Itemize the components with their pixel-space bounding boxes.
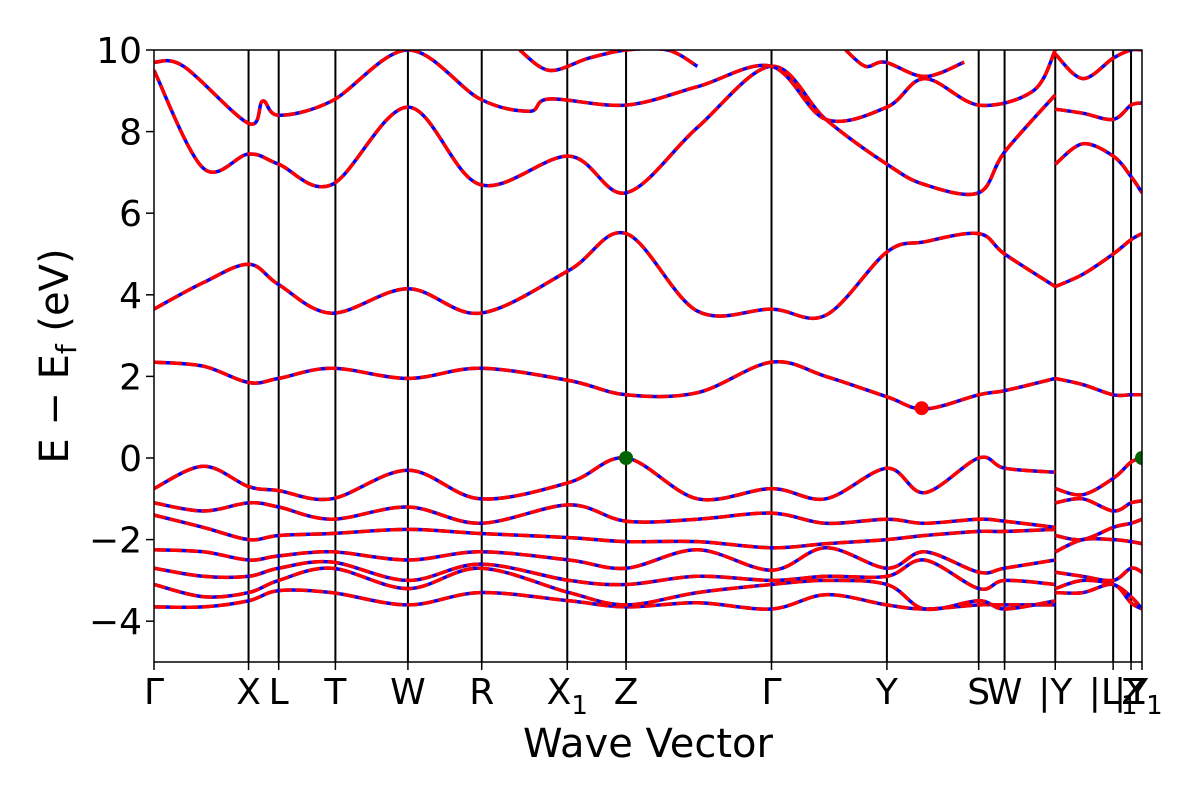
band-23-dashed	[518, 50, 699, 73]
y-axis-ticks: −4 −2 0 2 4 6 8 10	[89, 31, 154, 643]
kpoint-label: X	[236, 672, 261, 713]
kpoint-label: |Y	[1038, 672, 1073, 713]
bands-layer	[154, 50, 1142, 612]
kpoint-label: L	[269, 672, 289, 713]
extrema-markers	[619, 401, 1142, 465]
axes-frame	[153, 49, 1143, 663]
band-2-dashed	[154, 558, 1056, 591]
x-axis-label: Wave Vector	[523, 721, 774, 767]
kpoint-label-sub: 1	[1121, 691, 1138, 721]
band-19-dashed	[1054, 232, 1142, 289]
kpoint-label-main: X	[547, 672, 572, 713]
y-tick-label: 8	[119, 113, 142, 154]
kpoint-label: |Y	[1114, 672, 1149, 713]
kpoint-label-main: L	[269, 672, 289, 713]
y-axis-label-main: E − E	[32, 354, 78, 464]
y-tick-label: 4	[119, 276, 142, 317]
kpoint-label: X1	[547, 672, 588, 721]
extremum-marker-0	[619, 451, 634, 465]
band-24-dashed	[844, 50, 965, 79]
band-9-dashed	[154, 64, 1057, 197]
y-tick-label: 6	[119, 194, 142, 235]
y-tick-label: −2	[89, 521, 142, 562]
kpoint-label-main: Z	[614, 672, 639, 713]
kpoint-label: |L1	[1089, 672, 1138, 721]
kpoint-label-main: Z	[1121, 672, 1146, 713]
band-21-dashed	[1055, 101, 1142, 122]
band-7-dashed	[154, 359, 1056, 411]
kpoint-label-main: W	[987, 672, 1023, 713]
y-axis-label-sub: f	[50, 343, 83, 354]
plot-border	[153, 49, 1143, 663]
kpoint-label: Γ	[761, 672, 781, 713]
band-3-dashed	[154, 546, 1056, 575]
x-axis-kpoint-labels: Γ X L T W R X1 Z Γ Y SW |Y |L1|YZ1	[144, 662, 1163, 721]
kpoint-label-main: Γ	[761, 672, 781, 713]
band-4-dashed	[154, 513, 1056, 550]
y-axis-label-unit: (eV)	[32, 248, 78, 344]
kpoint-label-main: Y	[875, 672, 899, 713]
band-17-dashed	[1055, 582, 1142, 611]
y-tick-label: 10	[96, 31, 142, 72]
band-20-dashed	[1054, 141, 1142, 194]
band-15-dashed	[1055, 566, 1142, 583]
kpoint-label-main: |Y	[1038, 672, 1073, 713]
kpoint-label-main: R	[469, 672, 494, 713]
kpoint-label: W	[390, 672, 426, 713]
y-tick-label: 0	[119, 439, 142, 480]
band-1-dashed	[154, 566, 1056, 612]
extremum-marker-2	[914, 401, 929, 416]
kpoint-label-main: |Y	[1114, 672, 1149, 713]
band-5-dashed	[154, 501, 1056, 530]
kpoint-label: R	[469, 672, 494, 713]
y-axis-label: E − Ef (eV)	[32, 248, 83, 463]
kpoint-label: Γ	[144, 672, 164, 713]
band-13-dashed	[1054, 517, 1142, 542]
band-18-dashed	[1054, 376, 1142, 398]
band-14-dashed	[1054, 536, 1142, 554]
kpoint-label-main: X	[236, 672, 261, 713]
kpoint-label: Y	[875, 672, 899, 713]
kpoint-label: Z1	[1121, 672, 1162, 721]
y-tick-label: −4	[89, 602, 142, 643]
band-8-dashed	[154, 230, 1057, 321]
kpoint-label: Z	[614, 672, 639, 713]
kpoint-label-main: S	[967, 672, 990, 713]
kpoint-label: S	[967, 672, 990, 713]
y-tick-label: 2	[119, 357, 142, 398]
kpoint-label-sub: 1	[571, 691, 588, 721]
kpoint-label: T	[323, 672, 347, 713]
band-11-dashed	[1054, 456, 1142, 497]
band-10-dashed	[154, 50, 1057, 126]
band-12-dashed	[1054, 496, 1142, 513]
kpoint-label-main: W	[390, 672, 426, 713]
extremum-marker-1	[1135, 451, 1142, 465]
kpoint-label-main: T	[323, 672, 347, 713]
kpoint-label-sub: 1	[1146, 691, 1163, 721]
kpoint-label-main: Γ	[144, 672, 164, 713]
kpoint-label-main: |L	[1089, 672, 1121, 713]
kpoint-label: W	[987, 672, 1023, 713]
kpoint-lines	[247, 50, 1133, 662]
band-22-dashed	[1054, 50, 1142, 81]
